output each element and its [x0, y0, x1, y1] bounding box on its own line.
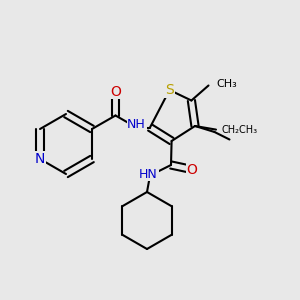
- Text: S: S: [165, 83, 174, 97]
- Text: CH₂CH₃: CH₂CH₃: [222, 124, 258, 135]
- Text: HN: HN: [139, 167, 158, 181]
- Text: O: O: [187, 163, 197, 176]
- Text: NH: NH: [127, 118, 146, 131]
- Text: O: O: [110, 85, 121, 98]
- Text: CH₃: CH₃: [216, 79, 237, 89]
- Text: N: N: [35, 152, 45, 166]
